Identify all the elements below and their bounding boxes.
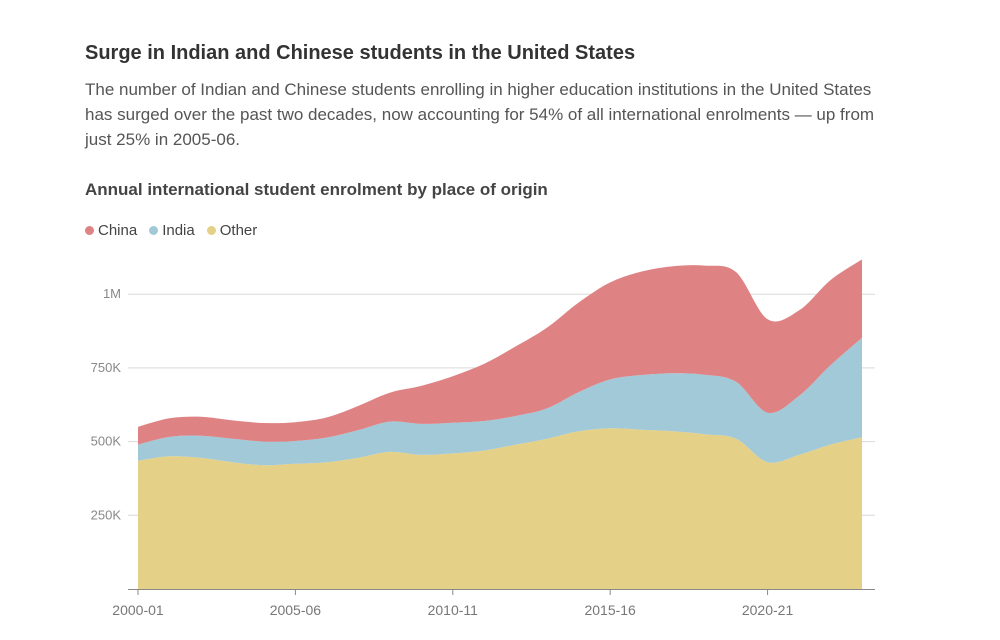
series-areas <box>138 259 862 589</box>
area-india <box>138 337 862 466</box>
legend-item-india: India <box>149 222 195 239</box>
legend-swatch <box>85 226 94 235</box>
axes: 2000-01 2005-06 2010-11 2015-16 2020-21 <box>112 589 875 618</box>
chart-legend: China India Other <box>85 222 257 239</box>
legend-label: China <box>98 222 138 239</box>
y-tick-label: 1M <box>103 286 121 301</box>
x-tick-label: 2000-01 <box>112 602 164 618</box>
chart-subtitle: The number of Indian and Chinese student… <box>85 80 875 149</box>
y-tick-label: 500K <box>91 434 122 449</box>
area-other <box>138 428 862 589</box>
area-china <box>138 259 862 445</box>
x-tick-label: 2020-21 <box>742 602 794 618</box>
x-tick-label: 2015-16 <box>584 602 636 618</box>
legend-item-other: Other <box>206 222 258 239</box>
x-tick-label: 2005-06 <box>270 602 322 618</box>
legend-swatch <box>149 226 159 235</box>
y-tick-label: 750K <box>91 360 122 375</box>
legend-label: India <box>162 222 195 239</box>
legend-swatch <box>206 226 216 235</box>
chart-headline: Surge in Indian and Chinese students in … <box>85 42 636 64</box>
legend-item-china: China <box>85 222 137 239</box>
x-tick-label: 2010-11 <box>428 602 479 618</box>
chart-title: Annual international student enrolment b… <box>85 180 548 199</box>
legend-label: Other <box>219 222 258 239</box>
y-tick-label: 250K <box>91 507 122 522</box>
